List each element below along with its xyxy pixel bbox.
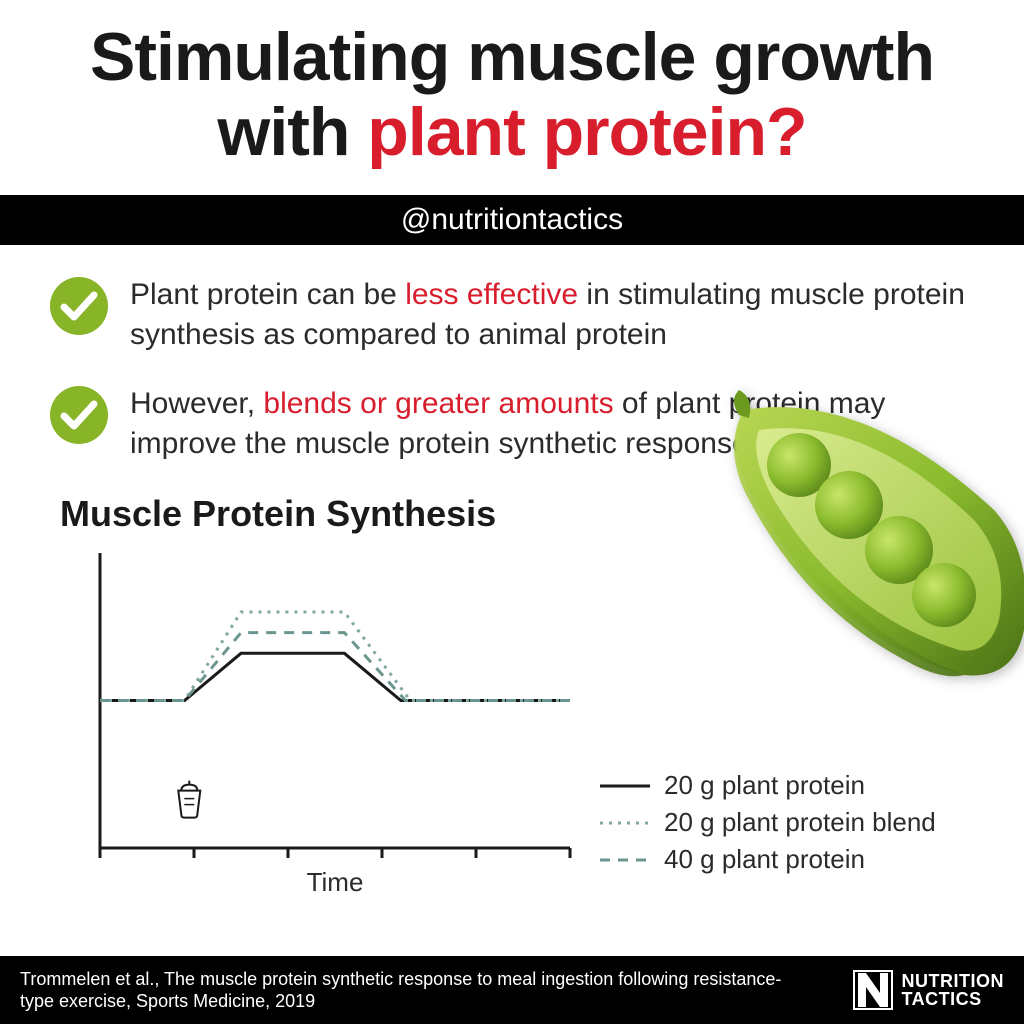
check-icon — [50, 386, 108, 444]
legend-swatch — [600, 850, 650, 870]
legend-label: 20 g plant protein blend — [664, 807, 936, 838]
brand-text: NUTRITION TACTICS — [902, 972, 1005, 1008]
legend-item: 40 g plant protein — [600, 844, 936, 875]
bullet-row-1: Plant protein can be less effective in s… — [50, 275, 974, 356]
mps-chart: Time — [50, 543, 580, 903]
handle-bar: @nutritiontactics — [0, 195, 1024, 245]
bullet-2-pre: However, — [130, 387, 263, 420]
legend-label: 20 g plant protein — [664, 770, 865, 801]
title-line2-pre: with — [217, 94, 367, 170]
bullet-1-hl: less effective — [405, 278, 578, 311]
check-icon — [50, 277, 108, 335]
legend-item: 20 g plant protein blend — [600, 807, 936, 838]
title-block: Stimulating muscle growth with plant pro… — [0, 0, 1024, 195]
handle-text: @nutritiontactics — [401, 203, 623, 236]
legend-swatch — [600, 776, 650, 796]
svg-text:Time: Time — [307, 867, 364, 897]
legend-item: 20 g plant protein — [600, 770, 936, 801]
brand-logo-icon — [852, 969, 894, 1011]
bullet-text-1: Plant protein can be less effective in s… — [130, 275, 974, 356]
brand-line1: NUTRITION — [902, 972, 1005, 990]
brand-block: NUTRITION TACTICS — [852, 969, 1005, 1011]
title-line2-hl: plant protein? — [367, 94, 806, 170]
chart-legend: 20 g plant protein 20 g plant protein ble… — [600, 770, 936, 881]
citation-text: Trommelen et al., The muscle protein syn… — [20, 968, 800, 1013]
bullet-1-pre: Plant protein can be — [130, 278, 405, 311]
footer-bar: Trommelen et al., The muscle protein syn… — [0, 956, 1024, 1024]
legend-swatch — [600, 813, 650, 833]
bullet-2-hl: blends or greater amounts — [263, 387, 613, 420]
main-title: Stimulating muscle growth with plant pro… — [40, 20, 984, 170]
legend-label: 40 g plant protein — [664, 844, 865, 875]
brand-line2: TACTICS — [902, 990, 1005, 1008]
title-line1: Stimulating muscle growth — [90, 19, 934, 95]
pea-pod-icon — [684, 380, 1024, 700]
